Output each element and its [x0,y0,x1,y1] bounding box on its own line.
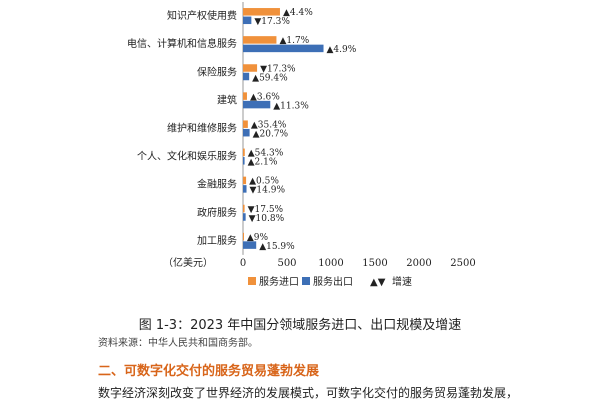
export-growth-label: ▼10.8% [249,214,285,224]
export-bar [243,128,250,137]
source-note: 资料来源：中华人民共和国商务部。 [98,338,258,349]
export-bar [243,100,271,109]
import-bar [243,64,258,72]
export-growth-label: ▲11.3% [273,101,309,111]
export-bar [243,185,247,193]
import-bar [243,36,277,44]
category-label: 个人、文化和娱乐服务 [137,150,237,163]
import-growth-label: ▲3.6% [250,92,280,102]
body-paragraph: 数字经济深刻改变了世界经济的发展模式，可数字化交付的服务贸易蓬勃发展， [98,386,519,400]
x-tick-label: 2000 [406,258,431,269]
import-bar [243,120,248,128]
category-label: 金融服务 [197,178,237,191]
import-growth-label: ▲54.3% [248,149,284,159]
category-label: 维护和维修服务 [167,121,237,134]
export-growth-label: ▲2.1% [248,158,278,168]
import-bar [243,204,245,213]
unit-label: （亿美元） [163,256,213,269]
export-bar [243,213,246,221]
export-growth-label: ▲20.7% [253,129,289,139]
import-growth-label: ▼17.5% [248,205,284,215]
export-growth-label: ▲15.9% [259,242,295,252]
legend-import-label: 服务进口 [259,275,299,288]
legend-growth-label: 增速 [392,275,412,288]
export-growth-label: ▲4.9% [327,45,357,55]
x-tick-label: 0 [240,258,246,269]
export-bar [243,72,250,81]
legend-export-swatch [302,277,310,285]
category-label: 电信、计算机和信息服务 [127,37,237,50]
import-growth-label: ▲9% [247,233,269,243]
import-bar [243,8,280,16]
category-label: 加工服务 [197,234,237,247]
import-bar [243,176,247,185]
x-tick-label: 1500 [362,258,387,269]
category-label: 建筑 [217,93,237,106]
section-title: 二、可数字化交付的服务贸易蓬勃发展 [98,364,320,379]
export-growth-label: ▼14.9% [250,186,286,196]
bar-chart: 知识产权使用费 ▲4.4%▼17.3%电信、计算机和信息服务 ▲1.7%▲4.9%保… [127,2,476,288]
category-label: 保险服务 [197,65,237,78]
legend-import-swatch [248,277,256,285]
import-growth-label: ▲35.4% [251,120,287,130]
category-label: 知识产权使用费 [167,9,237,22]
legend-export-label: 服务出口 [313,275,353,288]
import-growth-label: ▲1.7% [279,36,309,46]
legend-growth-symbol: ▲▼ [370,277,386,288]
import-bar [243,148,245,157]
export-bar [243,241,257,249]
export-bar [243,157,245,165]
import-bar [243,232,244,241]
export-growth-label: ▼17.3% [254,17,290,27]
category-label: 政府服务 [197,206,237,219]
x-tick-label: 500 [277,258,296,269]
export-growth-label: ▲59.4% [252,73,288,83]
export-bar [243,16,252,25]
import-growth-label: ▲4.4% [283,8,313,18]
import-growth-label: ▲0.5% [249,177,279,187]
x-tick-label: 1000 [318,258,343,269]
import-growth-label: ▼17.3% [260,64,296,74]
figure-caption: 图 1-3：2023 年中国分领域服务进口、出口规模及增速 [138,318,462,333]
x-tick-label: 2500 [450,258,475,269]
import-bar [243,92,247,100]
export-bar [243,44,324,53]
